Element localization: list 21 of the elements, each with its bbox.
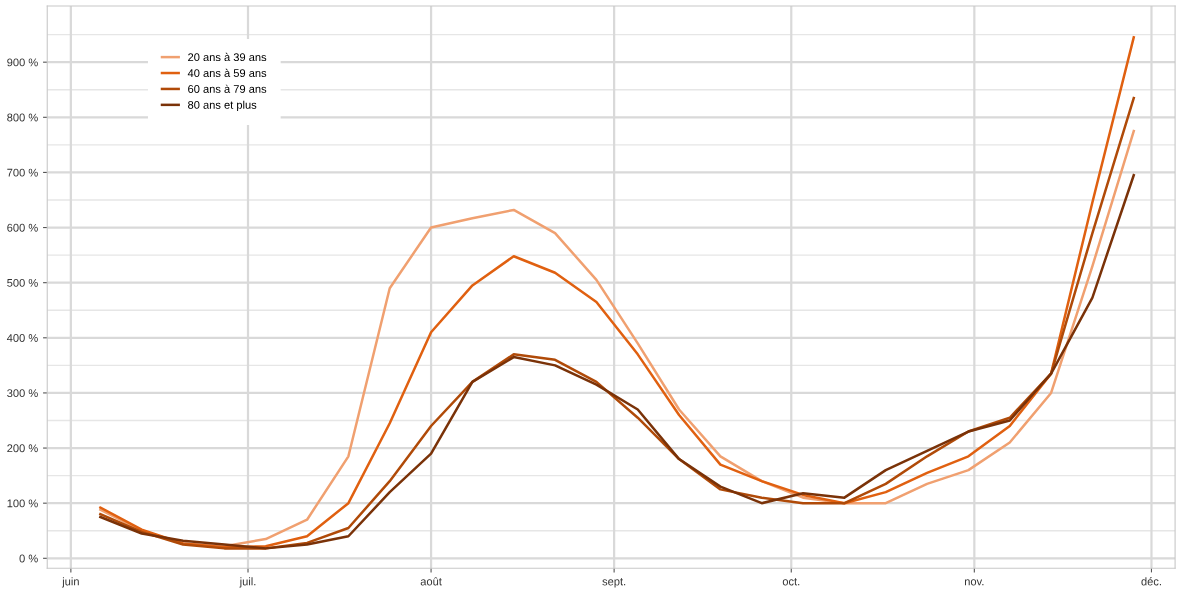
y-tick-label: 100 %: [7, 499, 38, 508]
x-tick-label: nov.: [964, 579, 984, 586]
y-tick-label: 200 %: [7, 444, 38, 453]
y-tick-label: 400 %: [6, 334, 38, 342]
legend-label: 60 ans à 79 ans: [188, 84, 267, 93]
y-tick-label: 700 %: [7, 168, 38, 177]
x-tick-label: oct.: [782, 578, 800, 586]
y-tick-label: 500 %: [7, 278, 38, 287]
y-tick-label: 800 %: [7, 113, 38, 122]
x-tick-label: août: [420, 577, 442, 586]
x-tick-label: juin: [61, 577, 79, 588]
y-tick-label: 0 %: [19, 554, 38, 563]
legend-label: 80 ans et plus: [188, 100, 257, 112]
x-tick-label: déc.: [1141, 577, 1161, 586]
y-tick-label: 600 %: [7, 223, 38, 232]
legend-label: 40 ans à 59 ans: [187, 68, 267, 78]
y-tick-label: 900 %: [7, 58, 38, 67]
x-tick-label: sept.: [602, 578, 626, 588]
x-tick-label: juil.: [239, 577, 256, 588]
legend-label: 20 ans à 39 ans: [188, 52, 267, 62]
y-tick-label: 300 %: [7, 389, 38, 398]
